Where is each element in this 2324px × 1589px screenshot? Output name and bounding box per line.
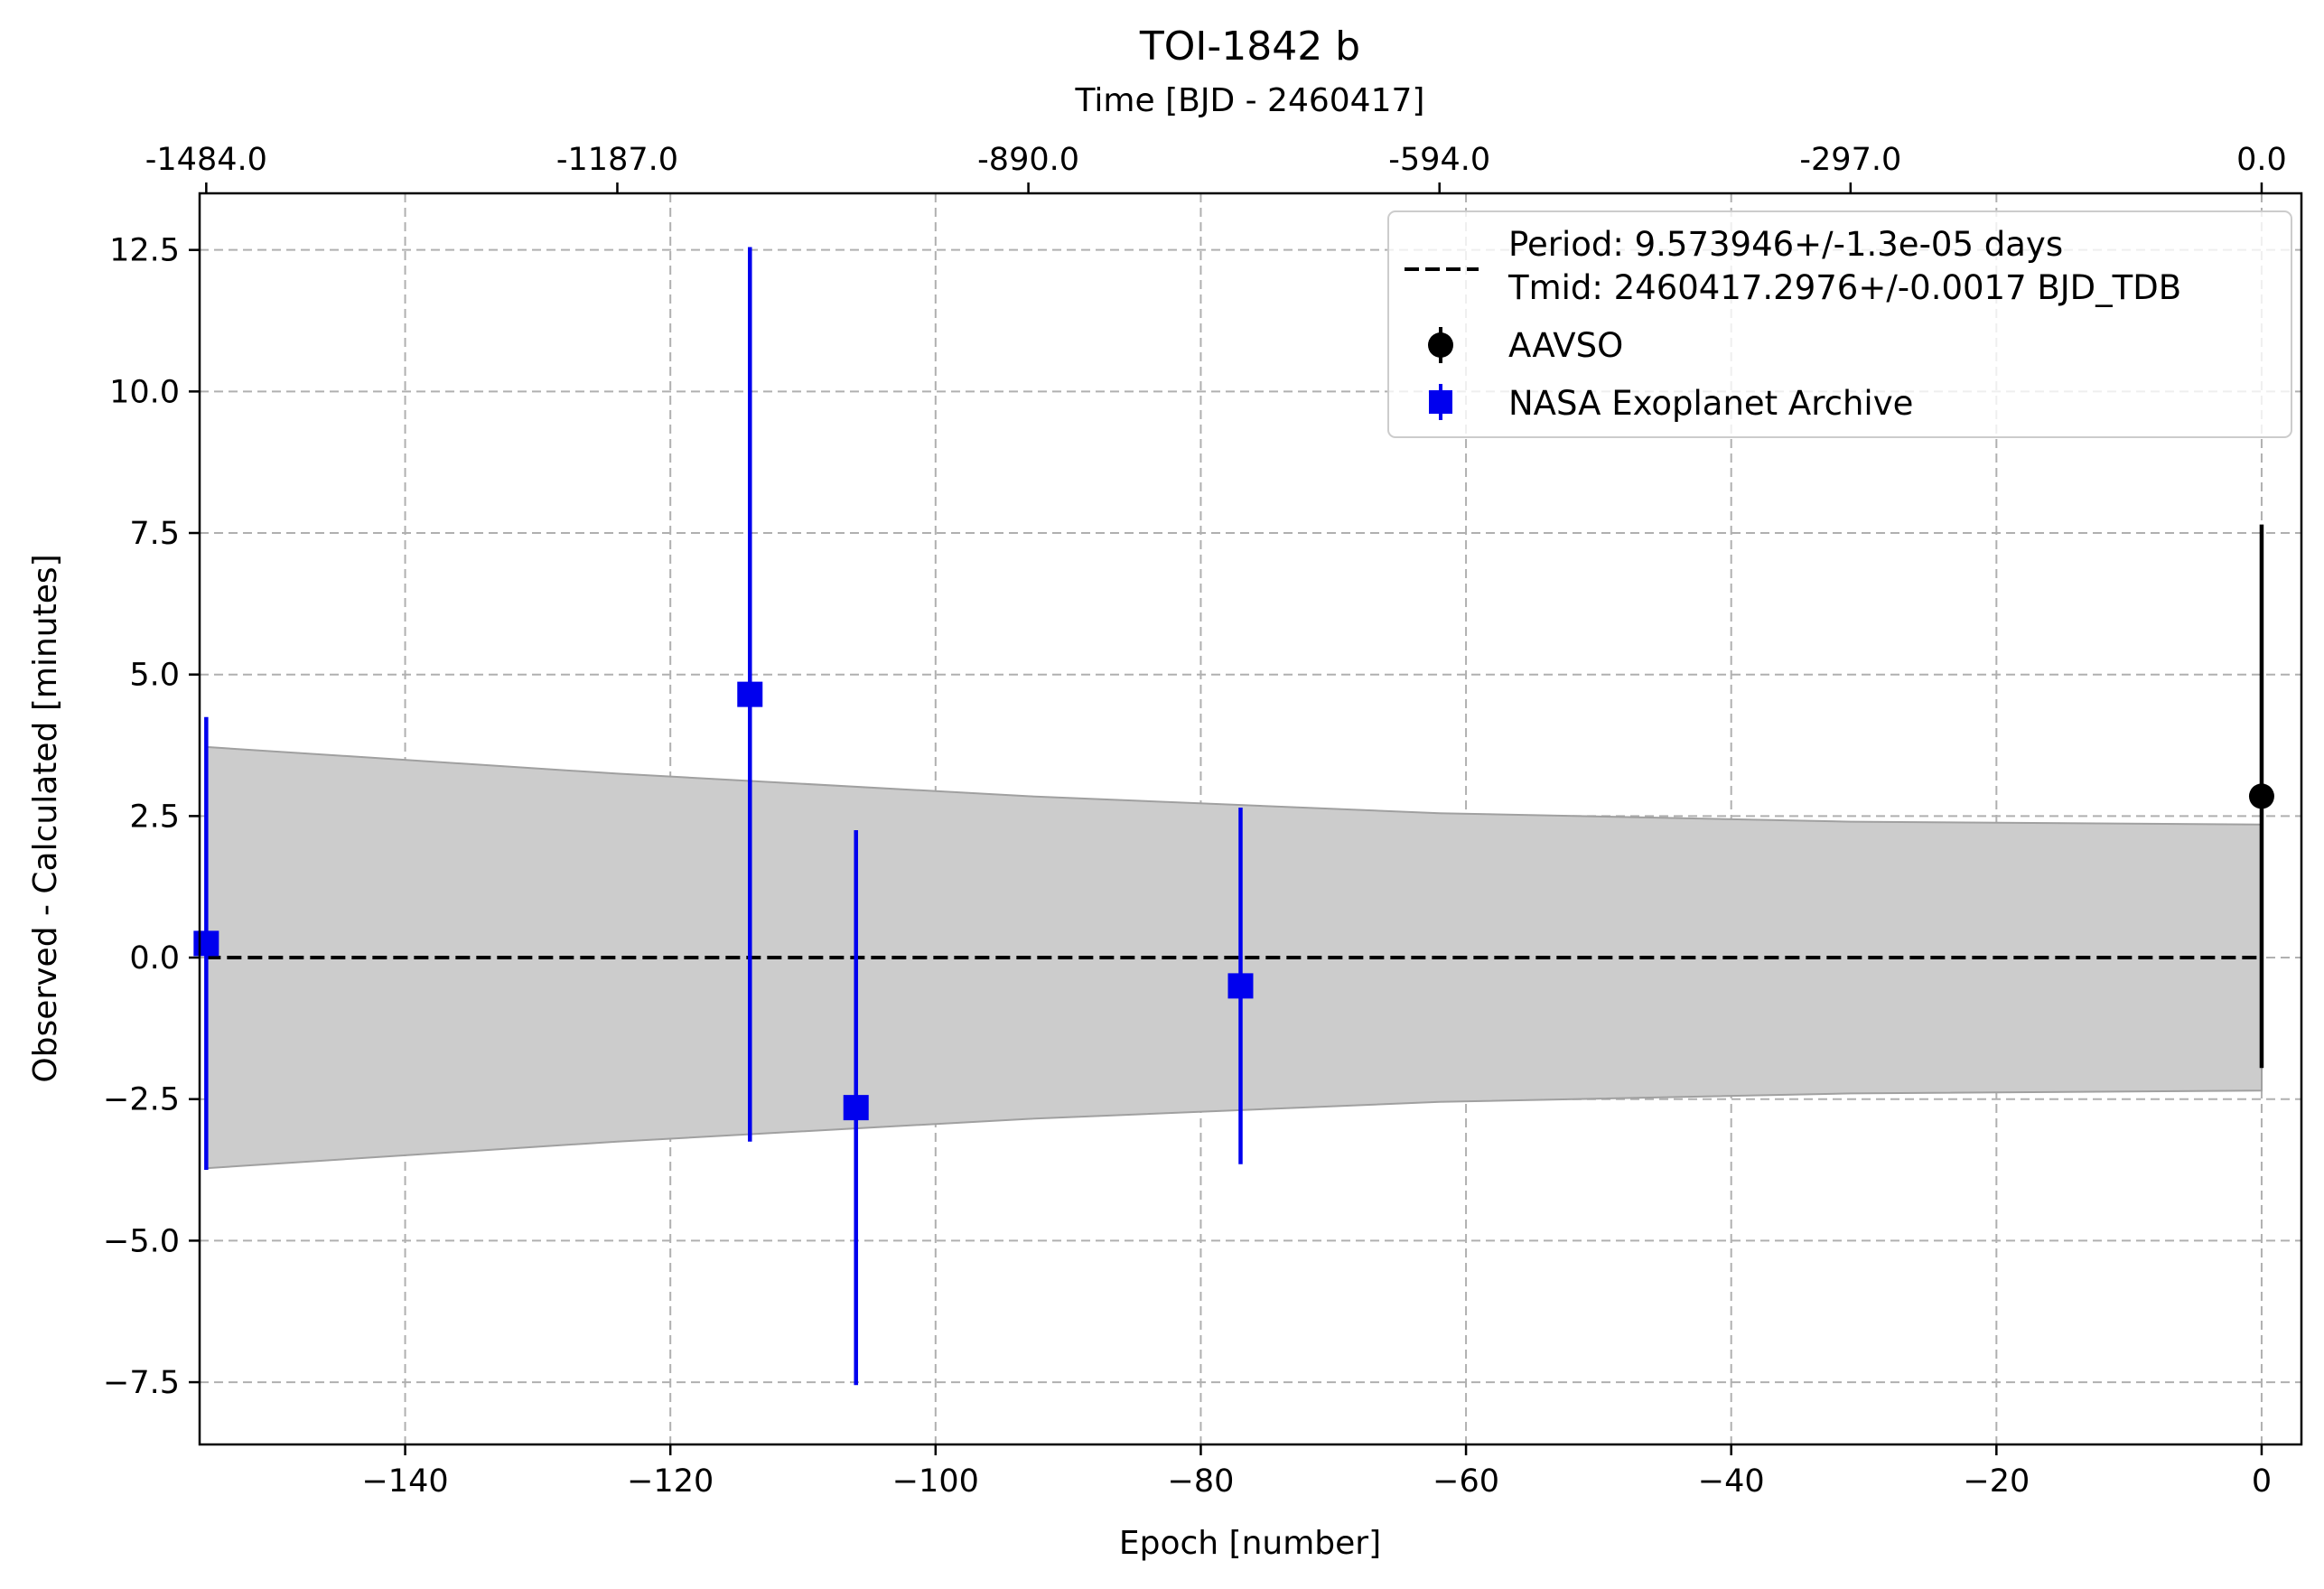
- y-tick-label: 10.0: [109, 374, 180, 410]
- top-x-tick-label: -1187.0: [556, 142, 678, 178]
- plot-frame: [198, 192, 2303, 1446]
- series-aavso: [2248, 524, 2274, 1069]
- x-tick-label: −40: [1698, 1463, 1765, 1500]
- legend-aavso-label: AAVSO: [1508, 326, 1623, 365]
- legend-fit-label-line2: Tmid: 2460417.2976+/-0.0017 BJD_TDB: [1507, 268, 2181, 307]
- legend: Period: 9.573946+/-1.3e-05 days Tmid: 24…: [1387, 210, 2292, 438]
- top-x-tick-label: -594.0: [1388, 142, 1490, 178]
- legend-nasa-label: NASA Exoplanet Archive: [1508, 384, 1913, 423]
- legend-aavso-marker: [1428, 327, 1453, 363]
- chart-title: TOI-1842 b: [1139, 23, 1360, 70]
- y-tick-label: 7.5: [129, 516, 180, 552]
- x-tick-label: −100: [892, 1463, 979, 1500]
- data-point: [737, 681, 763, 707]
- x-tick-label: −140: [361, 1463, 448, 1500]
- x-tick-label: −20: [1963, 1463, 2030, 1500]
- data-point: [193, 930, 219, 957]
- x-tick-label: 0: [2252, 1463, 2272, 1500]
- data-point: [1227, 973, 1254, 999]
- y-tick-label: 2.5: [129, 799, 180, 835]
- x-tick-label: −80: [1168, 1463, 1235, 1500]
- series-nasa-exoplanet-archive: [193, 247, 1254, 1386]
- top-x-tick-label: 0.0: [2236, 142, 2287, 178]
- points-layer: [193, 247, 2274, 1386]
- x-axis-label: Epoch [number]: [1119, 1525, 1381, 1562]
- top-x-axis-label: Time [BJD - 2460417]: [1075, 82, 1425, 119]
- y-tick-label: −5.0: [103, 1223, 180, 1259]
- x-tick-label: −60: [1433, 1463, 1499, 1500]
- ticks-layer: −140 −120 −100 −80 −60 −40 −20 0 −7.5 −5.0 −2.5 0.0…: [103, 142, 2287, 1500]
- top-x-tick-label: -1484.0: [145, 142, 267, 178]
- y-axis-label: Observed - Calculated [minutes]: [27, 554, 64, 1082]
- legend-fit-label-line1: Period: 9.573946+/-1.3e-05 days: [1508, 225, 2063, 264]
- top-x-tick-label: -297.0: [1799, 142, 1901, 178]
- x-tick-label: −120: [627, 1463, 714, 1500]
- data-point: [843, 1095, 869, 1121]
- top-x-tick-label: -890.0: [977, 142, 1079, 178]
- y-tick-label: 12.5: [109, 233, 180, 269]
- data-point: [2248, 783, 2274, 809]
- y-tick-label: 5.0: [129, 658, 180, 694]
- legend-box: [1387, 210, 2292, 438]
- y-tick-label: −7.5: [103, 1365, 180, 1401]
- y-tick-label: 0.0: [129, 940, 180, 977]
- y-tick-label: −2.5: [103, 1082, 180, 1118]
- legend-nasa-marker: [1429, 384, 1452, 420]
